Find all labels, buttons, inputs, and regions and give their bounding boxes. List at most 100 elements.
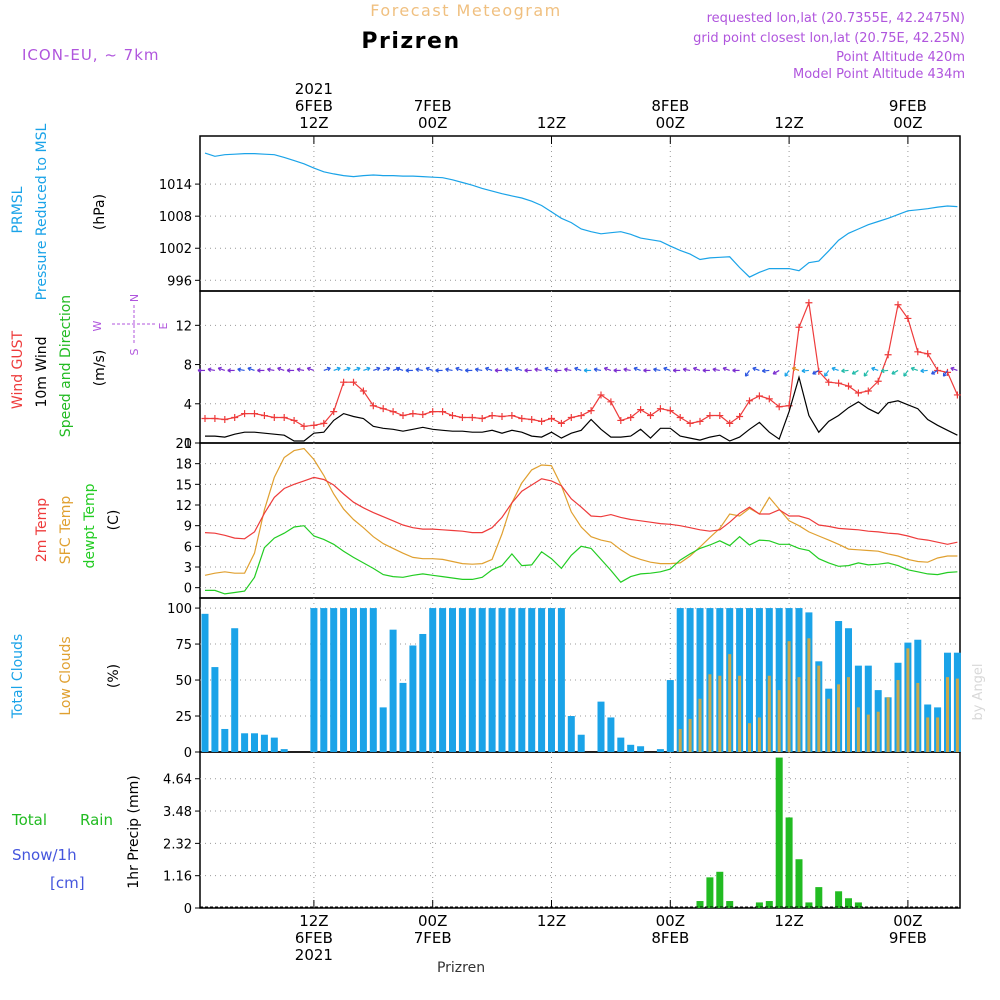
total-cloud-bar [389, 629, 397, 752]
gust-marker [854, 389, 862, 397]
y-tick-label: 6 [184, 540, 192, 555]
wind-dir-arrowhead [474, 367, 479, 372]
wind-dir-arrow [515, 367, 523, 371]
wind-dir-arrowhead [910, 366, 915, 372]
low-cloud-bar [866, 714, 870, 752]
wind-dir-arrow [633, 367, 641, 371]
precip-axis-label: 1hr Precip (mm) [126, 775, 142, 888]
total-cloud-bar [538, 608, 546, 752]
chart-title: Forecast Meteogram [370, 1, 561, 20]
gust-marker [934, 366, 942, 374]
bottom-time-label: 12Z [537, 912, 566, 930]
wind-dir-arrowhead [752, 366, 757, 372]
y-tick-label: 1002 [159, 242, 192, 257]
wind-dir-arrow [693, 367, 701, 371]
gust-marker [498, 413, 506, 421]
gust-marker [221, 415, 229, 423]
gust-marker [587, 407, 595, 415]
sfc-temp-line [204, 447, 958, 576]
rain-bar [815, 887, 823, 908]
gust-marker [706, 412, 714, 420]
wind-dir-arrowhead [633, 366, 638, 372]
y-tick-label: 4.64 [163, 773, 192, 788]
total-cloud-bar [498, 608, 506, 752]
wind-dir-arrowhead [653, 367, 657, 372]
low-cloud-bar [757, 717, 761, 752]
bottom-time-label: 2021 [295, 946, 333, 964]
wind-dir-arrowhead [732, 368, 736, 373]
total-cloud-bar [607, 717, 615, 752]
wind-dir-label: Speed and Direction [58, 295, 74, 437]
wind-dir-arrow [207, 368, 216, 372]
gust-marker [835, 379, 843, 387]
gust-marker [458, 414, 466, 422]
wind-dir-arrowhead [425, 366, 430, 372]
gust-marker [845, 382, 852, 390]
total-cloud-bar [419, 633, 427, 752]
top-time-label: 9FEB [889, 97, 927, 115]
y-tick-label: 8 [184, 359, 192, 374]
wind-dir-arrow [812, 369, 820, 375]
wind-dir-arrow [323, 367, 331, 371]
wind-dir-arrow [841, 369, 849, 372]
gust-marker [755, 392, 763, 400]
wind-dir-arrowhead [931, 370, 936, 375]
precip-snow-unit: [cm] [50, 874, 85, 892]
y-tick-label: 0 [184, 437, 192, 452]
y-tick-label: 75 [175, 638, 192, 653]
wind-dir-arrow [594, 368, 602, 372]
wind-unit: (m/s) [92, 350, 108, 387]
wind-dir-arrow [353, 367, 361, 371]
wind-dir-arrow [475, 368, 483, 372]
rain-bar [785, 817, 793, 908]
y-tick-label: 9 [184, 520, 192, 535]
gust-marker [746, 397, 753, 405]
gust-marker [359, 387, 367, 395]
wind-dir-arrowhead [326, 366, 331, 372]
wind-dir-arrowhead [485, 366, 490, 372]
bottom-time-label: 9FEB [889, 929, 927, 947]
total-cloud-bar [320, 608, 328, 752]
wind-dir-arrowhead [672, 368, 677, 373]
gust-marker [449, 412, 456, 420]
panel-frame-0 [199, 135, 961, 292]
wind-dir-arrow [396, 367, 404, 371]
rain-bar [716, 871, 724, 908]
y-tick-label: 3 [184, 561, 192, 576]
total-cloud-bar [350, 608, 357, 752]
total-cloud-bar [696, 608, 704, 752]
total-cloud-bar [478, 608, 486, 752]
low-cloud-bar [847, 677, 850, 752]
compass-n: N [128, 294, 141, 302]
gust-marker [656, 405, 664, 413]
gust-marker [300, 422, 308, 430]
low-cloud-bar [748, 723, 751, 752]
dewpt-line [205, 525, 958, 595]
wind-dir-arrowhead [831, 366, 836, 372]
gust-marker [389, 408, 397, 416]
compass-w: W [91, 320, 104, 331]
rain-bar [726, 901, 734, 908]
total-cloud-bar [458, 608, 466, 752]
gust-marker [617, 416, 625, 424]
wind-dir-arrow [942, 370, 948, 377]
wind-dir-arrow [871, 367, 879, 371]
wind-dir-arrowhead [227, 368, 232, 373]
low-cloud-bar [728, 654, 732, 752]
total-cloud-bar [280, 749, 288, 752]
low-cloud-bar [698, 698, 702, 752]
wind-dir-arrowhead [841, 368, 845, 374]
gust-marker [488, 412, 496, 420]
top-time-label: 2021 [295, 80, 333, 98]
y-tick-label: 1008 [159, 210, 192, 225]
wind-dir-arrowhead [824, 372, 829, 377]
total-cloud-bar [775, 608, 783, 752]
rain-bar [835, 891, 843, 908]
precip-rain-label: Rain [80, 811, 113, 829]
low-cloud-bar [777, 690, 781, 752]
y-tick-label: 0 [184, 746, 192, 761]
temp-unit: (C) [106, 510, 122, 531]
y-tick-label: 12 [175, 499, 192, 514]
point-altitude: Point Altitude 420m [836, 50, 965, 65]
